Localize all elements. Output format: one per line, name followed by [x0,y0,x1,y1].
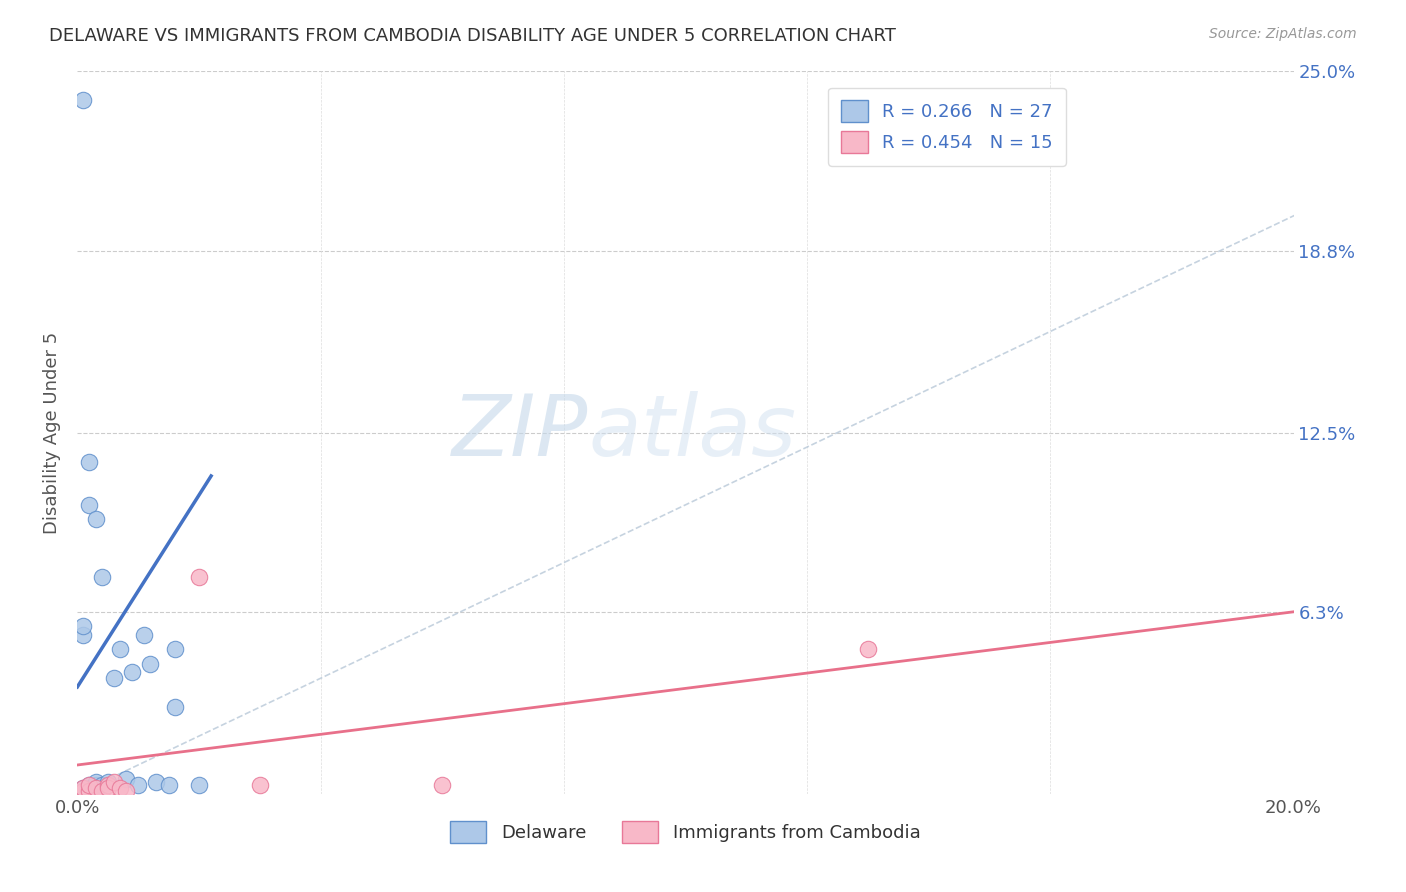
Point [90,570,112,584]
Point [79,454,101,468]
Point [163,642,186,657]
Point [108,781,131,796]
Text: Source: ZipAtlas.com: Source: ZipAtlas.com [1209,27,1357,41]
Point [84,512,107,526]
Point [79,784,101,798]
Point [90,784,112,798]
Point [90,778,112,792]
Point [79,778,101,792]
Point [121,665,143,680]
Text: DELAWARE VS IMMIGRANTS FROM CAMBODIA DISABILITY AGE UNDER 5 CORRELATION CHART: DELAWARE VS IMMIGRANTS FROM CAMBODIA DIS… [49,27,896,45]
Point [145,775,167,789]
Point [103,775,125,789]
Point [72,93,94,107]
Point [72,784,94,798]
Point [108,642,131,657]
Legend: Delaware, Immigrants from Cambodia: Delaware, Immigrants from Cambodia [443,814,928,850]
Point [79,781,101,796]
Point [84,778,107,792]
Point [127,778,149,792]
Point [115,784,138,798]
Point [103,671,125,685]
Point [188,778,211,792]
Point [430,778,453,792]
Point [79,498,101,512]
Point [163,700,186,714]
Point [188,570,211,584]
Point [72,628,94,642]
Point [97,781,120,796]
Point [115,772,138,787]
Point [97,775,120,789]
Point [72,781,94,796]
Point [134,628,156,642]
Point [84,781,107,796]
Point [84,775,107,789]
Y-axis label: Disability Age Under 5: Disability Age Under 5 [42,332,60,533]
Point [79,778,101,792]
Text: atlas: atlas [588,391,796,475]
Point [72,784,94,798]
Point [139,657,162,671]
Point [97,778,120,792]
Point [249,778,271,792]
Point [72,619,94,633]
Point [157,778,180,792]
Point [72,781,94,796]
Point [856,642,879,657]
Text: ZIP: ZIP [451,391,588,475]
